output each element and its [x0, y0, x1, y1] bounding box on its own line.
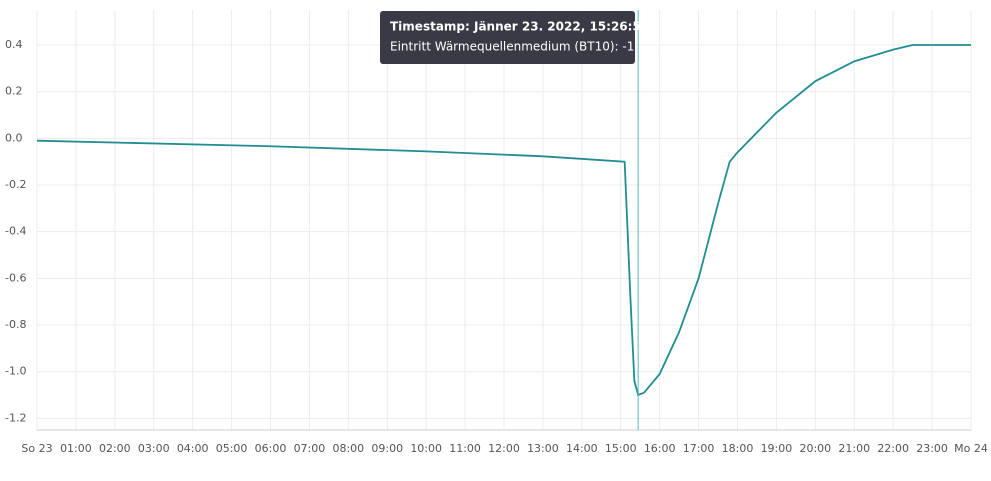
x-tick-label: 05:00 — [216, 442, 248, 455]
y-tick-label: -1.2 — [5, 411, 26, 424]
x-tick-label: 02:00 — [99, 442, 131, 455]
tooltip-title: Timestamp: Jänner 23. 2022, 15:26:51 — [390, 20, 649, 34]
x-tick-label: 19:00 — [761, 442, 793, 455]
x-tick-label: 22:00 — [877, 442, 909, 455]
x-tick-label: 17:00 — [683, 442, 715, 455]
y-tick-label: -0.2 — [5, 178, 26, 191]
x-tick-label: 15:00 — [605, 442, 637, 455]
x-tick-label: 18:00 — [722, 442, 754, 455]
y-tick-label: -0.6 — [5, 271, 26, 284]
x-tick-label: 13:00 — [527, 442, 559, 455]
x-tick-label: 01:00 — [60, 442, 92, 455]
tooltip-box — [380, 11, 635, 64]
y-tick-label: -0.8 — [5, 318, 26, 331]
x-tick-label: 20:00 — [799, 442, 831, 455]
tooltip-text: Eintritt Wärmequellenmedium (BT10): -1.1… — [390, 40, 664, 54]
y-tick-label: 0.4 — [5, 38, 23, 51]
y-tick-label: -1.0 — [5, 365, 26, 378]
series-line — [36, 44, 971, 397]
x-tick-label: 03:00 — [138, 442, 170, 455]
x-tick-label: Mo 24 — [954, 442, 988, 455]
x-tick-label: 10:00 — [410, 442, 442, 455]
x-tick-label: 14:00 — [566, 442, 598, 455]
x-tick-label: 06:00 — [255, 442, 287, 455]
y-tick-label: 0.0 — [5, 131, 23, 144]
x-tick-label: 12:00 — [488, 442, 520, 455]
tooltip: Timestamp: Jänner 23. 2022, 15:26:51 Ein… — [380, 11, 664, 64]
x-tick-label: So 23 — [21, 442, 52, 455]
x-tick-label: 21:00 — [838, 442, 870, 455]
x-tick-label: 09:00 — [371, 442, 403, 455]
x-tick-label: 23:00 — [916, 442, 948, 455]
x-tick-label: 11:00 — [449, 442, 481, 455]
y-tick-label: -0.4 — [5, 225, 26, 238]
x-tick-label: 07:00 — [294, 442, 326, 455]
x-tick-label: 08:00 — [332, 442, 364, 455]
x-tick-label: 16:00 — [644, 442, 676, 455]
y-tick-label: 0.2 — [5, 85, 23, 98]
x-tick-label: 04:00 — [177, 442, 209, 455]
